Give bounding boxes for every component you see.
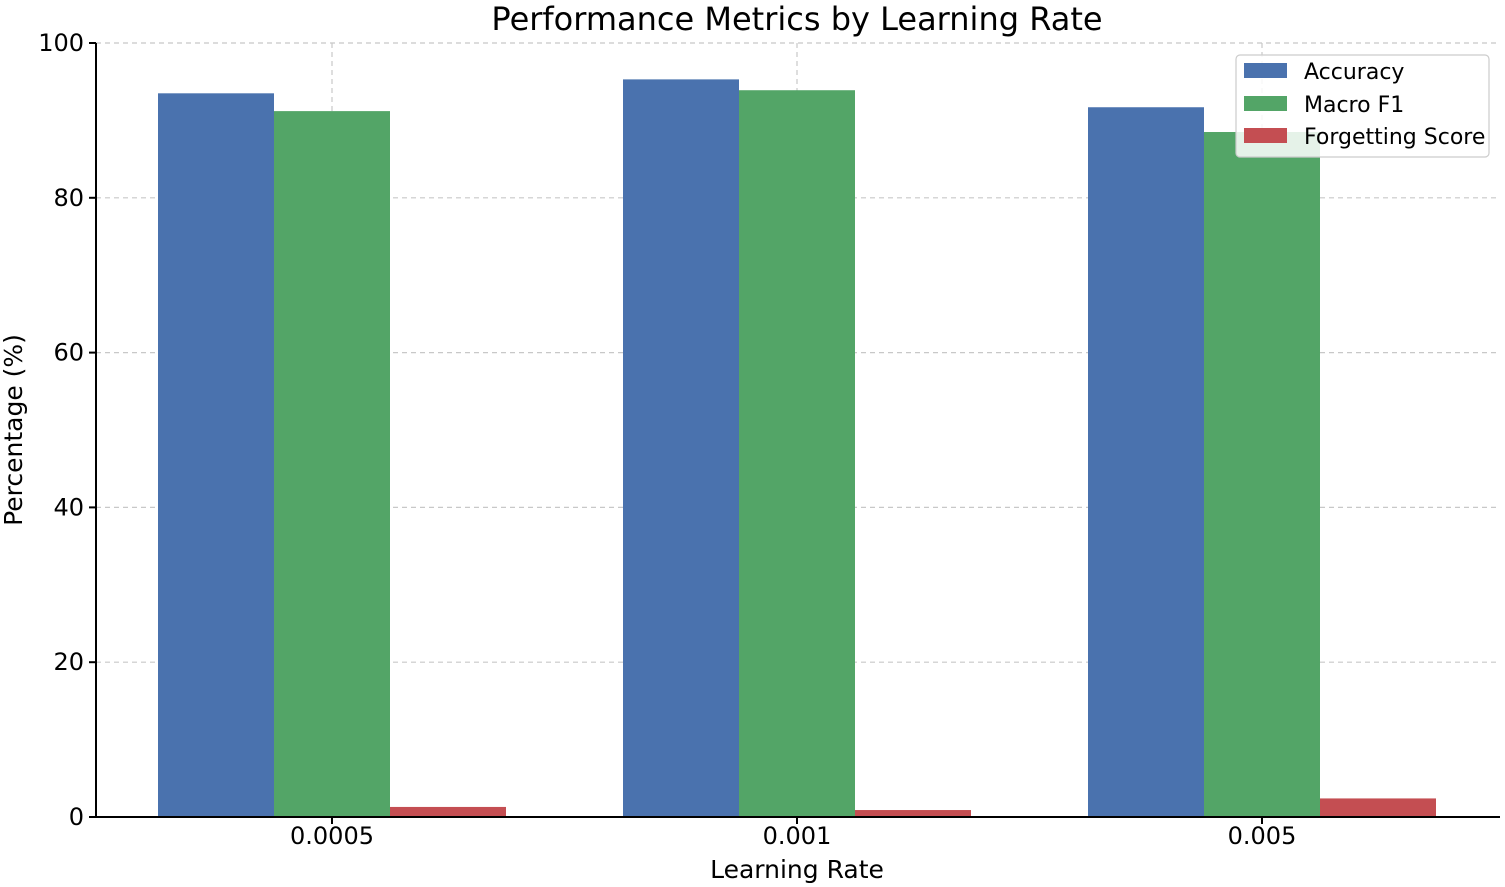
legend-swatch-accuracy xyxy=(1244,63,1287,78)
y-tick-label: 40 xyxy=(53,493,84,521)
bar-forgetting-score-0-0005 xyxy=(390,806,506,817)
x-axis-label: Learning Rate xyxy=(710,855,884,884)
bar-accuracy-0-005 xyxy=(1088,107,1204,817)
legend-swatch-macro-f1 xyxy=(1244,96,1287,111)
bar-macro-f1-0-0005 xyxy=(274,111,390,817)
y-tick-label: 80 xyxy=(53,184,84,212)
bar-forgetting-score-0-005 xyxy=(1320,798,1436,817)
x-tick-label: 0.001 xyxy=(763,822,832,850)
chart-title: Performance Metrics by Learning Rate xyxy=(491,0,1102,38)
bar-forgetting-score-0-001 xyxy=(855,810,971,817)
bar-macro-f1-0-005 xyxy=(1204,132,1320,817)
legend: Accuracy Macro F1 Forgetting Score xyxy=(1235,54,1490,158)
legend-box xyxy=(1235,54,1490,158)
bar-macro-f1-0-001 xyxy=(739,90,855,818)
legend-label-accuracy: Accuracy xyxy=(1304,60,1404,85)
bars xyxy=(158,79,1436,818)
legend-label-macro-f1: Macro F1 xyxy=(1304,93,1404,118)
legend-swatch-forgetting-score xyxy=(1244,128,1287,143)
y-axis-label: Percentage (%) xyxy=(0,334,28,526)
bar-accuracy-0-0005 xyxy=(158,93,274,817)
y-tick-label: 100 xyxy=(38,29,84,57)
axes: 0 20 40 60 80 100 0.0005 0.001 0.005 xyxy=(38,29,1500,850)
x-tick-label: 0.0005 xyxy=(290,822,374,850)
x-tick-label: 0.005 xyxy=(1228,822,1297,850)
y-tick-label: 60 xyxy=(53,339,84,367)
legend-label-forgetting-score: Forgetting Score xyxy=(1304,125,1485,150)
y-tick-label: 0 xyxy=(69,803,84,831)
y-tick-label: 20 xyxy=(53,648,84,676)
bar-accuracy-0-001 xyxy=(623,79,739,818)
